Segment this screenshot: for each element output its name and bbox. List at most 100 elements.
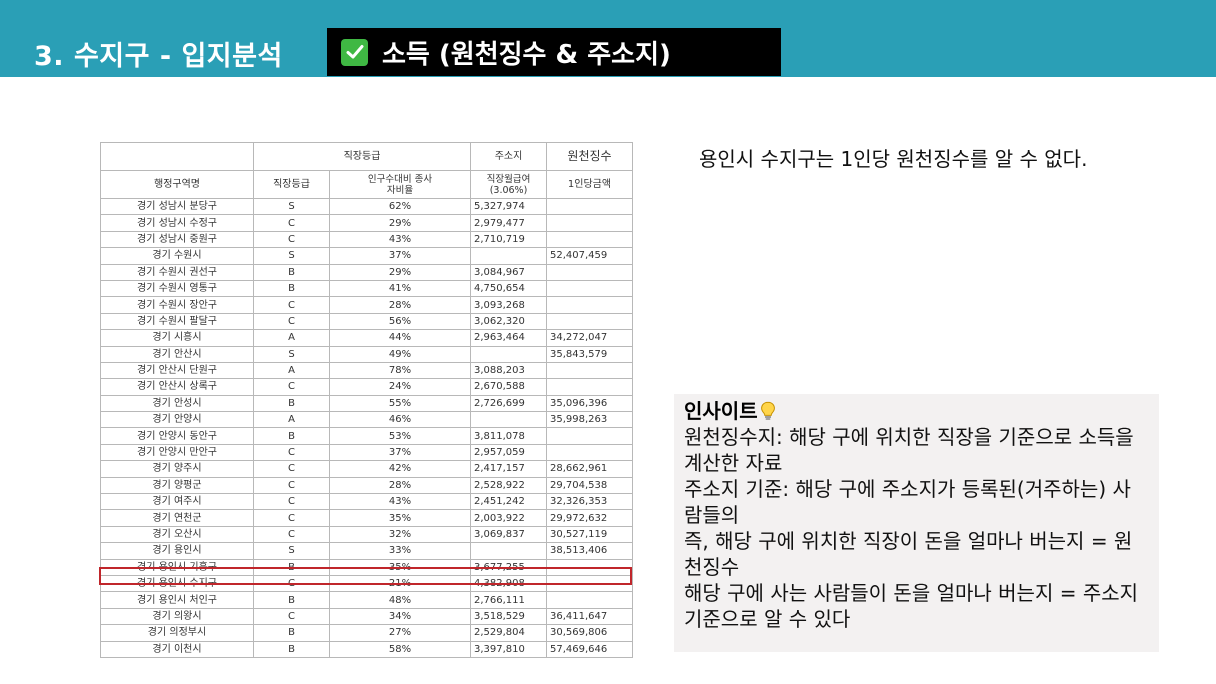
cell-ratio: 37%	[329, 247, 471, 265]
cell-grade: C	[253, 230, 330, 249]
cell-wage: 2,963,464	[470, 329, 547, 347]
cell-grade: B	[253, 591, 330, 609]
table-row: 경기 용인시 S 33% 38,513,406	[100, 542, 633, 560]
table-row: 경기 안산시 S 49% 35,843,579	[100, 345, 633, 363]
cell-wage: 3,069,837	[470, 525, 547, 544]
cell-ratio: 55%	[329, 394, 471, 413]
light-bulb-icon	[760, 401, 776, 421]
group-header-withholding: 원천징수	[546, 142, 633, 171]
check-mark-icon	[341, 38, 368, 66]
cell-ratio: 37%	[329, 443, 471, 462]
cell-region: 경기 오산시	[100, 525, 254, 544]
cell-wage: 2,726,699	[470, 394, 547, 413]
table-row: 경기 수원시 팔달구 C 56% 3,062,320	[100, 312, 633, 331]
table-row: 경기 성남시 수정구 C 29% 2,979,477	[100, 214, 633, 232]
cell-grade: A	[253, 361, 330, 380]
cell-grade: C	[253, 509, 330, 527]
header-empty-cell	[100, 142, 254, 171]
cell-grade: A	[253, 329, 330, 347]
table-row: 경기 시흥시 A 44% 2,963,464 34,272,047	[100, 329, 633, 347]
cell-ratio: 29%	[329, 263, 471, 281]
insight-title: 인사이트	[684, 399, 758, 423]
table-row: 경기 성남시 분당구 S 62% 5,327,974	[100, 197, 633, 216]
cell-grade: S	[253, 197, 330, 216]
cell-ratio: 43%	[329, 493, 471, 511]
cell-grade: C	[253, 525, 330, 544]
cell-grade: S	[253, 345, 330, 363]
income-table: 직장등급 주소지 원천징수 행정구역명 직장등급 인구수대비 종사자비율 직장월…	[100, 142, 633, 658]
cell-region: 경기 성남시 중원구	[100, 230, 254, 249]
cell-wage: 2,766,111	[470, 591, 547, 609]
cell-per-capita: 29,972,632	[546, 509, 633, 527]
group-header-workplace: 직장등급	[253, 142, 471, 171]
table-row: 경기 수원시 권선구 B 29% 3,084,967	[100, 263, 633, 281]
cell-region: 경기 안산시 단원구	[100, 361, 254, 380]
cell-ratio: 43%	[329, 230, 471, 249]
cell-per-capita: 35,843,579	[546, 345, 633, 363]
table-row: 경기 의정부시 B 27% 2,529,804 30,569,806	[100, 624, 633, 642]
cell-region: 경기 양평군	[100, 476, 254, 495]
cell-region: 경기 용인시 수지구	[100, 574, 254, 593]
table-body: 경기 성남시 분당구 S 62% 5,327,974 경기 성남시 수정구 C 29% 2,9…	[100, 197, 633, 658]
cell-ratio: 33%	[329, 542, 471, 560]
cell-region: 경기 용인시 처인구	[100, 591, 254, 609]
cell-per-capita	[546, 443, 633, 462]
table-row: 경기 성남시 중원구 C 43% 2,710,719	[100, 230, 633, 249]
cell-grade: B	[253, 427, 330, 445]
cell-ratio: 24%	[329, 378, 471, 396]
cell-grade: S	[253, 542, 330, 560]
cell-per-capita: 52,407,459	[546, 247, 633, 265]
cell-wage	[470, 542, 547, 560]
column-header-wage: 직장월급여 (3.06%)	[470, 170, 547, 199]
cell-ratio: 53%	[329, 427, 471, 445]
cell-region: 경기 수원시 장안구	[100, 296, 254, 314]
column-header-ratio: 인구수대비 종사자비율	[329, 170, 471, 199]
cell-per-capita	[546, 427, 633, 445]
cell-wage: 5,327,974	[470, 197, 547, 216]
table-row: 경기 연천군 C 35% 2,003,922 29,972,632	[100, 509, 633, 527]
cell-per-capita	[546, 312, 633, 331]
table-row: 경기 안양시 만안구 C 37% 2,957,059	[100, 443, 633, 462]
cell-per-capita: 57,469,646	[546, 640, 633, 658]
suji-note: 용인시 수지구는 1인당 원천징수를 알 수 없다.	[699, 147, 1088, 171]
cell-wage: 2,003,922	[470, 509, 547, 527]
cell-ratio: 62%	[329, 197, 471, 216]
table-group-header-row: 직장등급 주소지 원천징수	[100, 142, 633, 171]
cell-per-capita: 35,998,263	[546, 411, 633, 429]
insight-line: 즉, 해당 구에 위치한 직장이 돈을 얼마나 버는지 = 원천징수	[684, 529, 1133, 579]
table-row: 경기 안산시 상록구 C 24% 2,670,588	[100, 378, 633, 396]
cell-ratio: 35%	[329, 509, 471, 527]
cell-grade: C	[253, 476, 330, 495]
cell-grade: S	[253, 247, 330, 265]
subtitle-box: 소득 (원천징수 & 주소지)	[327, 28, 781, 76]
insight-line: 해당 구에 사는 사람들이 돈을 얼마나 버는지 = 주소지 기준으로 알 수 …	[684, 581, 1139, 631]
cell-wage: 4,382,908	[470, 574, 547, 593]
insight-title-row: 인사이트	[684, 398, 1149, 424]
table-row: 경기 용인시 기흥구 B 35% 3,677,255	[100, 558, 633, 576]
table-row: 경기 양평군 C 28% 2,528,922 29,704,538	[100, 476, 633, 495]
cell-ratio: 34%	[329, 607, 471, 626]
cell-per-capita: 30,569,806	[546, 624, 633, 642]
cell-ratio: 42%	[329, 460, 471, 478]
cell-wage: 3,093,268	[470, 296, 547, 314]
group-header-address: 주소지	[470, 142, 547, 171]
cell-wage: 3,088,203	[470, 361, 547, 380]
cell-wage: 2,670,588	[470, 378, 547, 396]
cell-grade: B	[253, 279, 330, 298]
table-row: 경기 양주시 C 42% 2,417,157 28,662,961	[100, 460, 633, 478]
cell-region: 경기 수원시 영통구	[100, 279, 254, 298]
cell-wage: 2,957,059	[470, 443, 547, 462]
cell-ratio: 32%	[329, 525, 471, 544]
cell-region: 경기 이천시	[100, 640, 254, 658]
cell-wage	[470, 411, 547, 429]
cell-wage: 3,084,967	[470, 263, 547, 281]
cell-per-capita	[546, 574, 633, 593]
cell-wage: 2,529,804	[470, 624, 547, 642]
cell-wage: 2,528,922	[470, 476, 547, 495]
cell-region: 경기 수원시 권선구	[100, 263, 254, 281]
cell-wage: 2,417,157	[470, 460, 547, 478]
cell-per-capita	[546, 296, 633, 314]
cell-wage	[470, 345, 547, 363]
cell-per-capita: 38,513,406	[546, 542, 633, 560]
cell-region: 경기 수원시	[100, 247, 254, 265]
